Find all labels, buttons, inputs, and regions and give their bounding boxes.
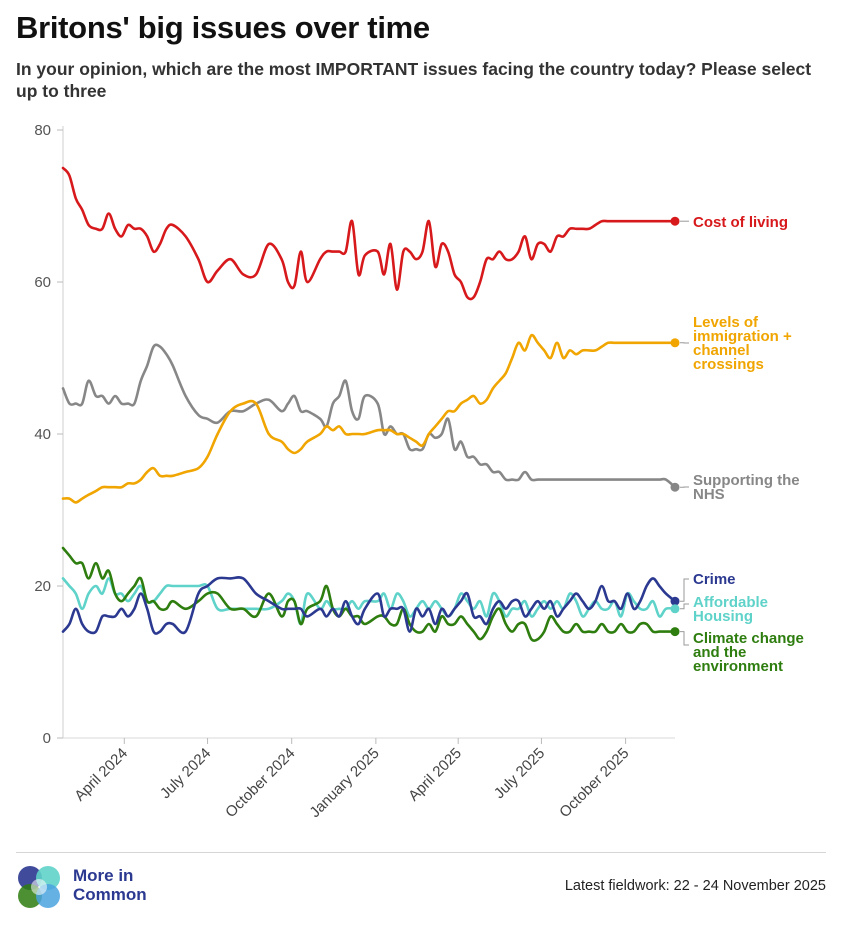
series-label-nhs: NHS bbox=[693, 486, 725, 503]
end-point-cost-of-living bbox=[670, 216, 680, 226]
series-label-climate-change: and the bbox=[693, 644, 746, 661]
end-point-affordable-housing bbox=[670, 604, 680, 614]
end-point-nhs bbox=[670, 482, 680, 492]
end-point-crime bbox=[670, 596, 680, 606]
brand-line2: Common bbox=[73, 885, 147, 904]
label-connector-climate-change bbox=[680, 631, 689, 646]
label-connector-affordable-housing bbox=[680, 603, 689, 610]
fieldwork-note: Latest fieldwork: 22 - 24 November 2025 bbox=[564, 878, 826, 894]
series-label-immigration: channel bbox=[693, 342, 750, 359]
series-label-crime: Crime bbox=[693, 571, 736, 588]
end-point-immigration bbox=[670, 338, 680, 348]
series-label-immigration: crossings bbox=[693, 356, 764, 373]
series-label-climate-change: environment bbox=[693, 658, 783, 675]
x-tick-label: January 2025 bbox=[306, 745, 382, 821]
x-tick-label: April 2025 bbox=[405, 745, 465, 805]
series-line-cost-of-living bbox=[61, 166, 677, 301]
x-tick-label: October 2025 bbox=[556, 745, 632, 821]
end-point-climate-change bbox=[670, 627, 680, 637]
brand-line1: More in bbox=[73, 866, 134, 885]
label-connector-crime bbox=[680, 578, 689, 602]
series-label-immigration: immigration + bbox=[693, 328, 792, 345]
y-tick-label: 40 bbox=[34, 426, 51, 443]
series-label-affordable-housing: Housing bbox=[693, 608, 753, 625]
x-tick-label: July 2024 bbox=[157, 745, 214, 802]
series-label-nhs: Supporting the bbox=[693, 472, 800, 489]
x-tick-label: July 2025 bbox=[491, 745, 548, 802]
y-tick-label: 80 bbox=[34, 122, 51, 139]
y-tick-label: 0 bbox=[43, 730, 51, 747]
series-label-cost-of-living: Cost of living bbox=[693, 214, 788, 231]
x-tick-label: October 2024 bbox=[222, 745, 298, 821]
series-line-climate-change bbox=[61, 546, 677, 642]
series-label-climate-change: Climate change bbox=[693, 630, 804, 647]
chart-subtitle: In your opinion, which are the most IMPO… bbox=[16, 59, 812, 101]
series-label-affordable-housing: Affordable bbox=[693, 594, 768, 611]
x-tick-label: April 2024 bbox=[71, 745, 131, 805]
more-in-common-logo bbox=[18, 866, 60, 908]
line-chart: 0 20 40 60 80 April 2024 July 2024 October 2024… bbox=[34, 122, 804, 821]
series-label-immigration: Levels of bbox=[693, 314, 759, 331]
footer-divider bbox=[16, 852, 826, 853]
series-line-immigration bbox=[61, 333, 677, 504]
y-tick-label: 20 bbox=[34, 578, 51, 595]
y-tick-label: 60 bbox=[34, 274, 51, 291]
series-line-crime bbox=[61, 576, 677, 635]
series-line-nhs bbox=[61, 343, 677, 489]
brand-name: More in Common bbox=[73, 866, 193, 904]
chart-title: Britons' big issues over time bbox=[16, 10, 430, 45]
